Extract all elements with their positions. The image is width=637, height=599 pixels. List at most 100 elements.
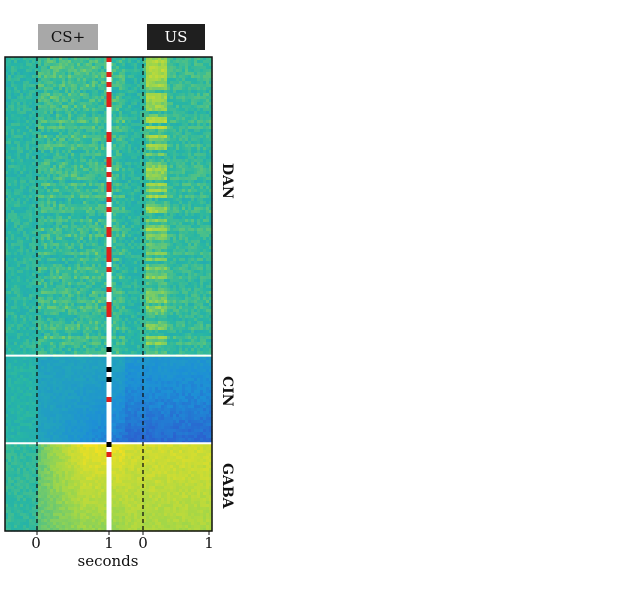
trial-marker xyxy=(106,307,112,312)
x-tick-label-cs-1: 1 xyxy=(104,534,114,552)
trial-marker xyxy=(106,297,112,302)
trial-marker xyxy=(106,512,112,517)
trial-marker xyxy=(106,142,112,147)
trial-marker xyxy=(106,382,112,387)
trial-marker xyxy=(106,132,112,137)
trial-marker xyxy=(106,67,112,72)
trial-marker xyxy=(106,442,112,447)
trial-marker xyxy=(106,187,112,192)
trial-marker xyxy=(106,452,112,457)
trial-marker xyxy=(106,232,112,237)
trial-marker xyxy=(106,272,112,277)
trial-marker xyxy=(106,147,112,152)
trial-marker xyxy=(106,377,112,382)
trial-marker xyxy=(106,322,112,327)
trial-marker xyxy=(106,417,112,422)
trial-marker xyxy=(106,162,112,167)
trial-marker xyxy=(106,337,112,342)
group-label-gaba: GABA xyxy=(219,463,235,509)
trial-marker xyxy=(106,527,112,532)
trial-marker xyxy=(106,137,112,142)
trial-marker xyxy=(106,472,112,477)
trial-marker xyxy=(106,467,112,472)
trial-marker xyxy=(106,152,112,157)
trial-marker xyxy=(106,317,112,322)
trial-marker xyxy=(106,342,112,347)
trial-marker xyxy=(106,117,112,122)
trial-marker xyxy=(106,257,112,262)
cs-plus-event-tag: CS+ xyxy=(38,24,98,50)
trial-marker xyxy=(106,57,112,62)
x-tick-label-us-0: 0 xyxy=(138,534,148,552)
trial-marker xyxy=(106,362,112,367)
trial-marker xyxy=(106,172,112,177)
trial-marker xyxy=(106,352,112,357)
x-axis-label: seconds xyxy=(77,552,139,570)
us-event-tag: US xyxy=(147,24,205,50)
trial-marker xyxy=(106,507,112,512)
trial-marker xyxy=(106,72,112,77)
x-tick-label-us-1: 1 xyxy=(204,534,214,552)
trial-marker xyxy=(106,422,112,427)
trial-marker xyxy=(106,347,112,352)
trial-marker xyxy=(106,487,112,492)
trial-marker xyxy=(106,77,112,82)
trial-marker xyxy=(106,327,112,332)
trial-marker xyxy=(106,252,112,257)
trial-marker xyxy=(106,127,112,132)
trial-marker xyxy=(106,87,112,92)
trial-marker xyxy=(106,182,112,187)
trial-marker xyxy=(106,157,112,162)
trial-marker xyxy=(106,482,112,487)
trial-marker xyxy=(106,262,112,267)
trial-marker xyxy=(106,522,112,527)
trial-marker xyxy=(106,292,112,297)
trial-marker xyxy=(106,462,112,467)
trial-marker xyxy=(106,357,112,362)
trial-marker xyxy=(106,247,112,252)
group-label-dan: DAN xyxy=(219,163,235,199)
trial-marker xyxy=(106,237,112,242)
trial-marker xyxy=(106,277,112,282)
trial-marker xyxy=(106,242,112,247)
trial-marker xyxy=(106,207,112,212)
trial-marker xyxy=(106,202,112,207)
trial-marker xyxy=(106,97,112,102)
heatmap-cells xyxy=(5,57,213,532)
trial-marker xyxy=(106,332,112,337)
trial-marker xyxy=(106,177,112,182)
trial-marker xyxy=(106,192,112,197)
trial-marker xyxy=(106,167,112,172)
trial-marker xyxy=(106,517,112,522)
x-tick-label-cs-0: 0 xyxy=(31,534,41,552)
trial-marker xyxy=(106,287,112,292)
trial-marker xyxy=(106,392,112,397)
trial-marker xyxy=(106,197,112,202)
trial-marker xyxy=(106,302,112,307)
trial-marker xyxy=(106,402,112,407)
trial-marker xyxy=(106,432,112,437)
trial-marker xyxy=(106,372,112,377)
trial-marker xyxy=(106,407,112,412)
group-label-cin: CIN xyxy=(219,376,235,407)
trial-marker xyxy=(106,497,112,502)
trial-marker xyxy=(106,82,112,87)
trial-marker xyxy=(106,387,112,392)
trial-marker xyxy=(106,92,112,97)
trial-marker xyxy=(106,217,112,222)
trial-marker xyxy=(106,222,112,227)
trial-marker xyxy=(106,267,112,272)
trial-marker xyxy=(106,502,112,507)
trial-marker xyxy=(106,437,112,442)
trial-marker xyxy=(106,62,112,67)
trial-marker xyxy=(106,107,112,112)
trial-marker xyxy=(106,367,112,372)
trial-marker xyxy=(106,122,112,127)
trial-marker xyxy=(106,282,112,287)
trial-marker xyxy=(106,312,112,317)
trial-marker xyxy=(106,212,112,217)
trial-marker xyxy=(106,492,112,497)
trial-marker xyxy=(106,397,112,402)
trial-marker xyxy=(106,457,112,462)
